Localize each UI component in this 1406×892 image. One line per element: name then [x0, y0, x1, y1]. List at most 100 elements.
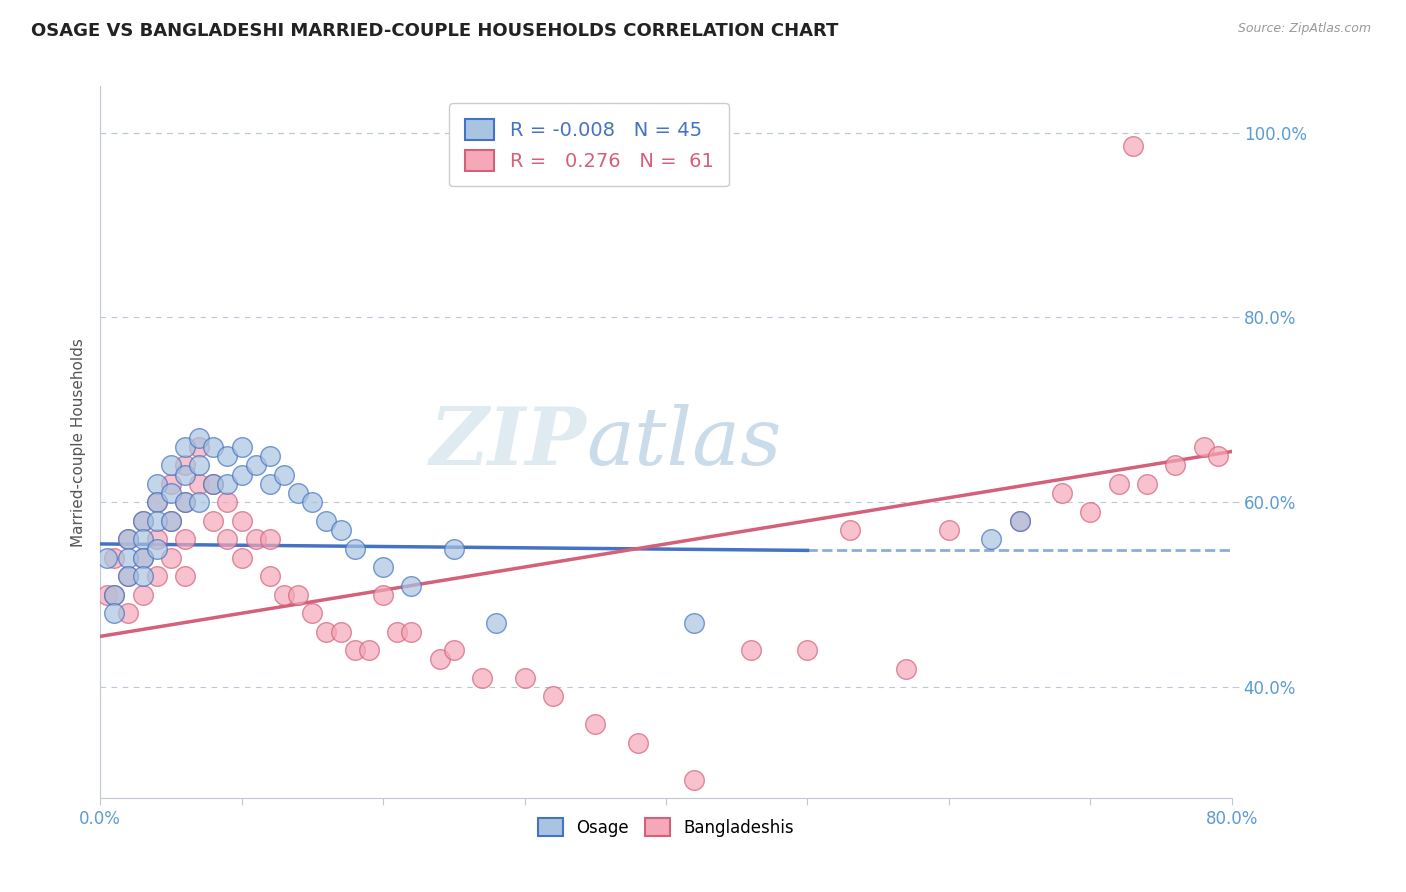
Point	[371, 588, 394, 602]
Point	[145, 533, 167, 547]
Point	[188, 431, 211, 445]
Point	[145, 476, 167, 491]
Point	[117, 550, 139, 565]
Point	[683, 772, 706, 787]
Point	[401, 624, 423, 639]
Point	[160, 458, 183, 473]
Point	[541, 690, 564, 704]
Point	[371, 560, 394, 574]
Point	[174, 458, 197, 473]
Point	[217, 449, 239, 463]
Point	[131, 588, 153, 602]
Y-axis label: Married-couple Households: Married-couple Households	[72, 338, 86, 547]
Point	[188, 495, 211, 509]
Point	[117, 569, 139, 583]
Text: OSAGE VS BANGLADESHI MARRIED-COUPLE HOUSEHOLDS CORRELATION CHART: OSAGE VS BANGLADESHI MARRIED-COUPLE HOUS…	[31, 22, 838, 40]
Point	[117, 533, 139, 547]
Point	[117, 569, 139, 583]
Point	[301, 607, 323, 621]
Point	[1192, 440, 1215, 454]
Point	[287, 486, 309, 500]
Point	[443, 541, 465, 556]
Point	[145, 495, 167, 509]
Point	[174, 533, 197, 547]
Point	[145, 495, 167, 509]
Point	[96, 588, 118, 602]
Point	[683, 615, 706, 630]
Point	[1164, 458, 1187, 473]
Point	[202, 440, 225, 454]
Point	[1050, 486, 1073, 500]
Point	[174, 440, 197, 454]
Point	[174, 467, 197, 482]
Point	[160, 550, 183, 565]
Point	[1008, 514, 1031, 528]
Point	[202, 476, 225, 491]
Point	[145, 569, 167, 583]
Point	[160, 486, 183, 500]
Point	[103, 550, 125, 565]
Point	[103, 607, 125, 621]
Point	[471, 671, 494, 685]
Point	[202, 476, 225, 491]
Text: Source: ZipAtlas.com: Source: ZipAtlas.com	[1237, 22, 1371, 36]
Point	[131, 569, 153, 583]
Point	[1008, 514, 1031, 528]
Point	[259, 449, 281, 463]
Point	[387, 624, 409, 639]
Point	[329, 523, 352, 537]
Point	[160, 514, 183, 528]
Point	[357, 643, 380, 657]
Point	[287, 588, 309, 602]
Point	[117, 607, 139, 621]
Point	[131, 533, 153, 547]
Text: ZIP: ZIP	[430, 403, 586, 481]
Point	[980, 533, 1002, 547]
Point	[174, 495, 197, 509]
Point	[131, 514, 153, 528]
Point	[160, 476, 183, 491]
Text: atlas: atlas	[586, 403, 782, 481]
Point	[131, 514, 153, 528]
Point	[245, 533, 267, 547]
Point	[485, 615, 508, 630]
Point	[131, 550, 153, 565]
Point	[188, 440, 211, 454]
Point	[188, 458, 211, 473]
Point	[443, 643, 465, 657]
Point	[145, 514, 167, 528]
Point	[202, 514, 225, 528]
Point	[231, 514, 253, 528]
Point	[1122, 139, 1144, 153]
Point	[96, 550, 118, 565]
Point	[301, 495, 323, 509]
Legend: Osage, Bangladeshis: Osage, Bangladeshis	[531, 811, 801, 843]
Point	[259, 533, 281, 547]
Point	[583, 717, 606, 731]
Point	[273, 467, 295, 482]
Point	[838, 523, 860, 537]
Point	[217, 476, 239, 491]
Point	[103, 588, 125, 602]
Point	[103, 588, 125, 602]
Point	[217, 495, 239, 509]
Point	[1080, 505, 1102, 519]
Point	[188, 476, 211, 491]
Point	[429, 652, 451, 666]
Point	[231, 550, 253, 565]
Point	[343, 643, 366, 657]
Point	[217, 533, 239, 547]
Point	[117, 533, 139, 547]
Point	[627, 736, 650, 750]
Point	[174, 569, 197, 583]
Point	[1136, 476, 1159, 491]
Point	[131, 550, 153, 565]
Point	[513, 671, 536, 685]
Point	[231, 467, 253, 482]
Point	[315, 514, 337, 528]
Point	[245, 458, 267, 473]
Point	[231, 440, 253, 454]
Point	[315, 624, 337, 639]
Point	[259, 476, 281, 491]
Point	[160, 514, 183, 528]
